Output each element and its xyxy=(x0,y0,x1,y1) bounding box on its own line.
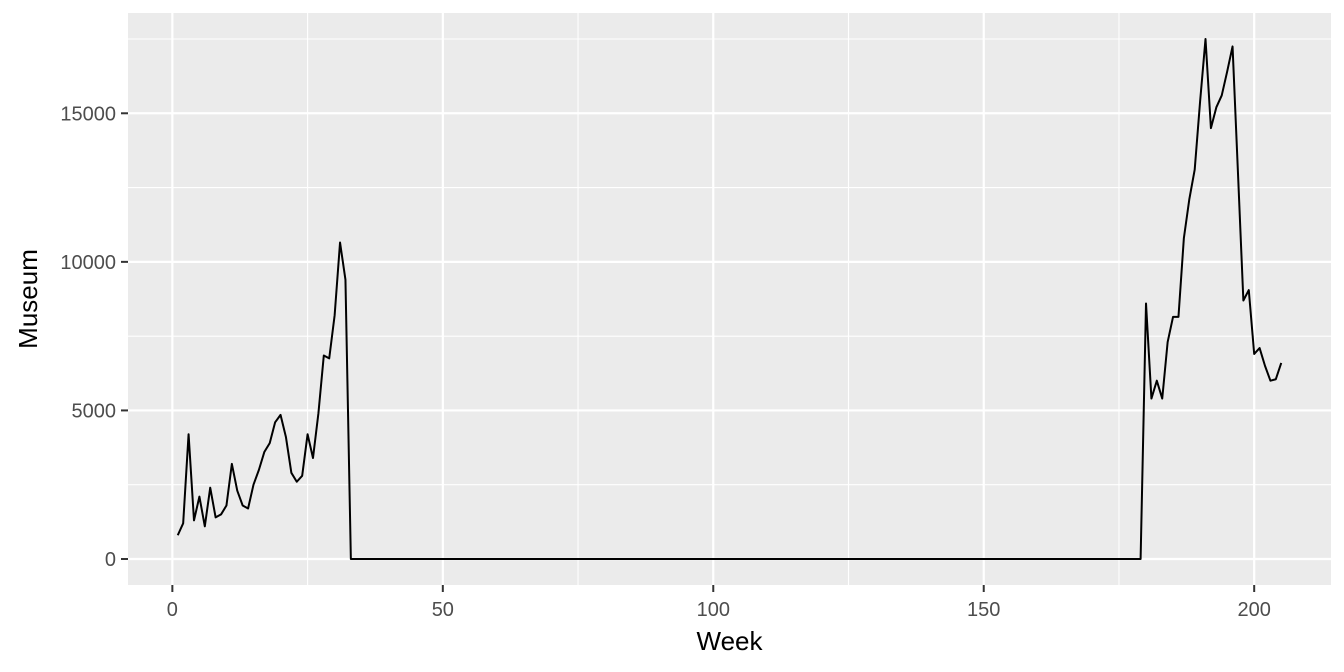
x-axis-title: Week xyxy=(697,626,764,656)
x-tick-label: 150 xyxy=(967,599,1000,621)
y-tick-label: 10000 xyxy=(60,252,116,274)
y-tick-label: 0 xyxy=(105,549,116,571)
y-axis-ticks: 0 5000 10000 15000 xyxy=(60,103,128,571)
grid-minor xyxy=(128,13,1331,585)
series-line xyxy=(176,38,1283,560)
x-tick-label: 50 xyxy=(432,599,454,621)
y-tick-label: 15000 xyxy=(60,103,116,125)
y-tick-label: 5000 xyxy=(72,400,117,422)
x-tick-label: 0 xyxy=(167,599,178,621)
x-tick-label: 100 xyxy=(697,599,730,621)
plot-panel xyxy=(128,13,1331,585)
y-axis-title: Museum xyxy=(13,249,43,349)
x-tick-label: 200 xyxy=(1238,599,1271,621)
x-axis-ticks: 0 50 100 150 200 xyxy=(167,585,1271,621)
